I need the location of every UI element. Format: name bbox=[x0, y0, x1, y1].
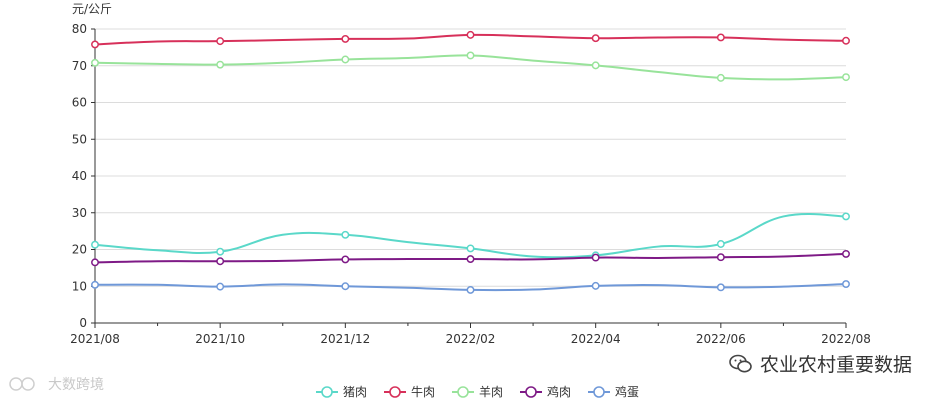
data-point bbox=[341, 255, 350, 264]
data-point bbox=[466, 285, 475, 294]
legend-swatch-marker bbox=[321, 386, 333, 398]
data-point bbox=[341, 230, 350, 239]
data-point bbox=[216, 282, 225, 291]
series-1 bbox=[91, 30, 850, 49]
data-point bbox=[91, 258, 99, 267]
legend-label: 羊肉 bbox=[479, 384, 503, 399]
data-point bbox=[216, 37, 225, 46]
y-tick-label: 70 bbox=[72, 59, 87, 73]
legend-swatch-marker bbox=[525, 386, 537, 398]
data-point bbox=[91, 58, 99, 67]
data-point bbox=[91, 40, 99, 49]
series-2 bbox=[91, 51, 850, 82]
legend-label: 牛肉 bbox=[411, 384, 435, 399]
data-point bbox=[216, 247, 225, 256]
data-point bbox=[591, 253, 600, 262]
legend-label: 猪肉 bbox=[343, 385, 367, 399]
data-point bbox=[91, 280, 99, 289]
legend-item[interactable]: 牛肉 bbox=[384, 384, 435, 399]
y-tick-label: 40 bbox=[72, 169, 87, 183]
series-4 bbox=[91, 280, 850, 294]
data-point bbox=[466, 51, 475, 60]
y-tick-label: 80 bbox=[72, 22, 87, 36]
data-point bbox=[466, 244, 475, 253]
y-tick-label: 60 bbox=[72, 96, 87, 110]
wechat-icon bbox=[729, 354, 752, 372]
data-point bbox=[716, 33, 725, 42]
x-tick-label: 2022/08 bbox=[821, 332, 871, 346]
data-point bbox=[341, 55, 350, 64]
data-point bbox=[591, 34, 600, 43]
data-point bbox=[591, 61, 600, 70]
x-tick-label: 2021/10 bbox=[195, 332, 245, 346]
wechat-watermark: 农业农村重要数据 bbox=[728, 350, 912, 377]
data-point bbox=[216, 257, 225, 266]
y-axis-unit-label: 元/公斤 bbox=[72, 2, 112, 16]
legend-item[interactable]: 猪肉 bbox=[316, 385, 367, 399]
x-tick-label: 2022/04 bbox=[571, 332, 621, 346]
y-tick-label: 30 bbox=[72, 206, 87, 220]
data-point bbox=[591, 281, 600, 290]
x-tick-label: 2021/08 bbox=[70, 332, 120, 346]
series-0 bbox=[91, 212, 850, 260]
series-group bbox=[91, 30, 850, 294]
data-point bbox=[842, 212, 850, 221]
data-point bbox=[842, 249, 850, 258]
y-tick-label: 50 bbox=[72, 132, 87, 146]
brand-watermark: 大数跨境 bbox=[8, 374, 104, 394]
legend-item[interactable]: 鸡肉 bbox=[520, 384, 571, 399]
series-3 bbox=[91, 249, 850, 267]
brand-logo-icon bbox=[9, 377, 35, 391]
data-point bbox=[842, 73, 850, 82]
data-point bbox=[216, 60, 225, 69]
legend-label: 鸡蛋 bbox=[615, 384, 639, 399]
data-point bbox=[842, 36, 850, 45]
data-point bbox=[341, 34, 350, 43]
data-point bbox=[716, 240, 725, 248]
legend-swatch-marker bbox=[389, 386, 401, 398]
legend-label: 鸡肉 bbox=[547, 384, 571, 399]
brand-watermark-text: 大数跨境 bbox=[48, 377, 104, 393]
data-point bbox=[716, 73, 725, 82]
data-point bbox=[842, 280, 850, 288]
legend-swatch-marker bbox=[593, 386, 605, 398]
data-point bbox=[341, 282, 350, 291]
x-tick-label: 2022/02 bbox=[446, 332, 496, 346]
legend[interactable]: 猪肉 牛肉 羊肉 鸡肉 鸡蛋 bbox=[316, 384, 639, 399]
y-tick-label: 10 bbox=[72, 279, 87, 293]
wechat-watermark-text: 农业农村重要数据 bbox=[759, 354, 912, 376]
data-point bbox=[466, 255, 475, 264]
data-point bbox=[716, 283, 725, 292]
x-tick-label: 2022/06 bbox=[696, 332, 746, 346]
legend-item[interactable]: 鸡蛋 bbox=[588, 384, 639, 399]
data-point bbox=[716, 253, 725, 262]
legend-swatch-marker bbox=[457, 386, 469, 398]
x-tick-label: 2021/12 bbox=[320, 332, 370, 346]
legend-item[interactable]: 羊肉 bbox=[452, 384, 503, 399]
y-tick-label: 0 bbox=[79, 316, 87, 330]
y-tick-label: 20 bbox=[72, 243, 87, 257]
data-point bbox=[91, 240, 99, 249]
axes: 0 10 20 30 40 50 60 70 80 2021/08 2021/10 2021/12 20… bbox=[70, 22, 871, 346]
data-point bbox=[466, 30, 475, 39]
